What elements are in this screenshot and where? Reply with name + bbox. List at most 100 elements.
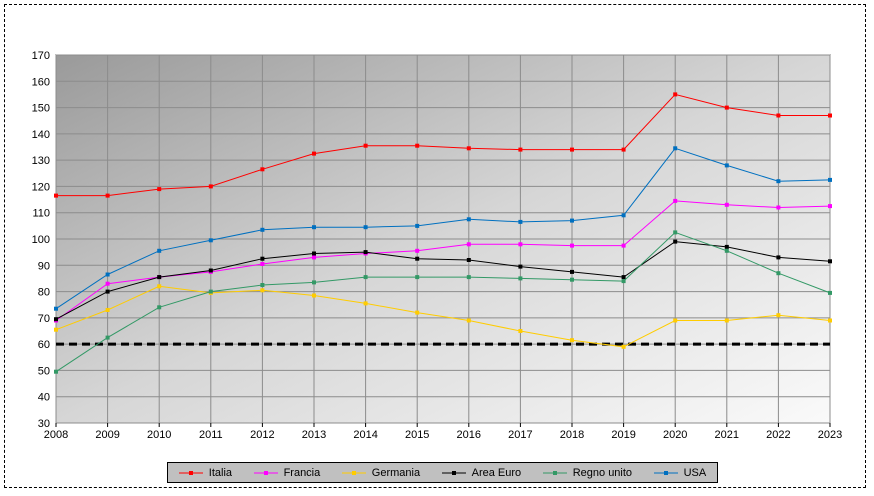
data-point xyxy=(312,251,316,256)
data-point xyxy=(415,143,420,148)
legend-item: Regno unito xyxy=(542,466,633,479)
data-point xyxy=(363,275,368,280)
data-point xyxy=(157,187,162,192)
data-point xyxy=(260,288,265,293)
series-line xyxy=(56,93,830,197)
data-point xyxy=(724,202,729,207)
data-point xyxy=(54,369,58,374)
data-point xyxy=(776,255,781,260)
data-point xyxy=(570,338,574,343)
data-point xyxy=(776,179,781,184)
data-point xyxy=(466,318,471,323)
data-point xyxy=(208,289,213,294)
data-point xyxy=(673,318,678,323)
x-tick-label: 2019 xyxy=(611,429,635,441)
data-point xyxy=(724,163,729,168)
data-point xyxy=(518,219,523,224)
x-tick-label: 2022 xyxy=(766,429,790,441)
data-point xyxy=(363,143,368,148)
data-point xyxy=(570,243,574,248)
x-tick-label: 2010 xyxy=(147,429,171,441)
data-point xyxy=(466,242,471,247)
data-point xyxy=(724,248,729,253)
y-tick-label: 150 xyxy=(32,103,50,115)
legend-swatch-icon xyxy=(653,470,678,475)
data-point xyxy=(776,271,781,276)
data-point xyxy=(466,146,471,151)
x-tick-label: 2012 xyxy=(250,429,274,441)
data-point xyxy=(570,147,574,152)
legend-label: Francia xyxy=(283,466,321,479)
data-point xyxy=(157,284,162,289)
data-point xyxy=(415,223,420,228)
series-line xyxy=(55,241,831,320)
x-tick-label: 2023 xyxy=(818,429,842,441)
y-tick-label: 70 xyxy=(38,313,50,325)
y-tick-label: 140 xyxy=(32,129,50,141)
data-point xyxy=(828,113,832,118)
series-line xyxy=(55,147,831,310)
data-point xyxy=(312,225,316,230)
data-point xyxy=(828,259,832,264)
data-point xyxy=(518,276,523,281)
axis-labels: 30 40 50 60 70 80 90 100 110 120 130 140 150 160 170 20… xyxy=(32,50,843,441)
data-point xyxy=(621,275,626,280)
legend-swatch-icon xyxy=(441,470,466,475)
data-point xyxy=(570,218,574,223)
series-area-euro xyxy=(54,239,832,322)
data-point xyxy=(415,310,420,315)
x-tick-label: 2011 xyxy=(199,429,223,441)
data-point xyxy=(260,227,265,232)
data-point xyxy=(673,239,678,244)
data-point xyxy=(415,248,420,253)
series-italia xyxy=(54,92,832,198)
data-point xyxy=(724,318,729,323)
y-tick-label: 130 xyxy=(32,155,50,167)
legend-label: Germania xyxy=(371,466,421,479)
data-point xyxy=(570,269,574,274)
legend-item: USA xyxy=(653,466,707,479)
data-point xyxy=(828,290,832,295)
data-point xyxy=(518,329,523,333)
data-point xyxy=(105,272,110,277)
data-point xyxy=(466,258,471,262)
data-point xyxy=(363,250,368,255)
data-point xyxy=(673,92,678,97)
y-tick-label: 30 xyxy=(38,418,50,430)
data-point xyxy=(312,255,316,260)
chart-frame: 30 40 50 60 70 80 90 100 110 120 130 140 150 160 170 20… xyxy=(4,4,866,488)
series-germania xyxy=(54,284,832,349)
x-tick-label: 2020 xyxy=(663,429,687,441)
data-point xyxy=(260,262,265,266)
data-point xyxy=(260,256,265,261)
data-point xyxy=(260,283,265,287)
data-point xyxy=(570,277,574,282)
data-point xyxy=(363,225,368,230)
legend-item: Germania xyxy=(341,466,421,479)
legend-label: Area Euro xyxy=(471,466,522,479)
data-point xyxy=(828,318,832,323)
legend: Italia Francia Germania Area Euro Regno … xyxy=(167,462,718,483)
y-tick-label: 100 xyxy=(32,234,50,246)
line-chart: 30 40 50 60 70 80 90 100 110 120 130 140 150 160 170 20… xyxy=(32,50,843,441)
legend-swatch-icon xyxy=(341,470,366,475)
data-point xyxy=(208,238,213,243)
data-point xyxy=(105,335,110,340)
y-tick-label: 80 xyxy=(38,287,50,299)
x-tick-label: 2008 xyxy=(44,429,68,441)
data-point xyxy=(363,301,368,306)
data-point xyxy=(621,279,626,284)
data-point xyxy=(312,151,316,156)
legend-label: USA xyxy=(683,466,707,479)
y-tick-label: 40 xyxy=(38,392,50,404)
x-tick-label: 2015 xyxy=(405,429,429,441)
data-point xyxy=(312,293,316,298)
legend-item: Italia xyxy=(178,467,232,479)
data-point xyxy=(54,193,58,198)
legend-swatch-icon xyxy=(253,470,278,475)
y-tick-label: 160 xyxy=(32,76,50,88)
legend-label: Regno unito xyxy=(572,466,633,479)
x-tick-label: 2021 xyxy=(715,429,739,441)
y-tick-label: 170 xyxy=(32,50,50,62)
y-tick-label: 50 xyxy=(38,365,50,377)
